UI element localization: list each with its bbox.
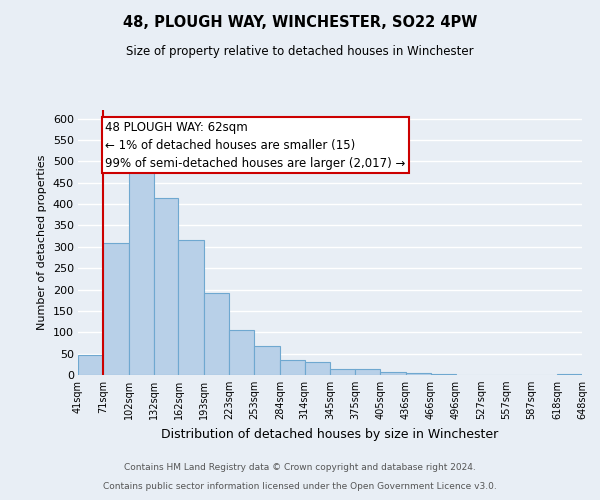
Text: Contains public sector information licensed under the Open Government Licence v3: Contains public sector information licen… bbox=[103, 482, 497, 491]
Bar bbox=[355, 368, 380, 375]
X-axis label: Distribution of detached houses by size in Winchester: Distribution of detached houses by size … bbox=[161, 428, 499, 440]
Bar bbox=[128, 170, 154, 375]
Bar bbox=[557, 374, 582, 375]
Text: 48 PLOUGH WAY: 62sqm
← 1% of detached houses are smaller (15)
99% of semi-detach: 48 PLOUGH WAY: 62sqm ← 1% of detached ho… bbox=[106, 120, 406, 170]
Bar bbox=[431, 374, 456, 375]
Bar bbox=[78, 355, 103, 375]
Bar bbox=[254, 346, 280, 375]
Bar bbox=[103, 242, 128, 375]
Bar bbox=[178, 240, 204, 375]
Bar bbox=[331, 369, 355, 375]
Bar bbox=[305, 362, 331, 375]
Text: 48, PLOUGH WAY, WINCHESTER, SO22 4PW: 48, PLOUGH WAY, WINCHESTER, SO22 4PW bbox=[123, 15, 477, 30]
Bar bbox=[380, 372, 406, 375]
Bar bbox=[204, 292, 229, 375]
Y-axis label: Number of detached properties: Number of detached properties bbox=[37, 155, 47, 330]
Text: Size of property relative to detached houses in Winchester: Size of property relative to detached ho… bbox=[126, 45, 474, 58]
Bar bbox=[229, 330, 254, 375]
Text: Contains HM Land Registry data © Crown copyright and database right 2024.: Contains HM Land Registry data © Crown c… bbox=[124, 464, 476, 472]
Bar bbox=[406, 373, 431, 375]
Bar bbox=[154, 198, 178, 375]
Bar bbox=[280, 360, 305, 375]
